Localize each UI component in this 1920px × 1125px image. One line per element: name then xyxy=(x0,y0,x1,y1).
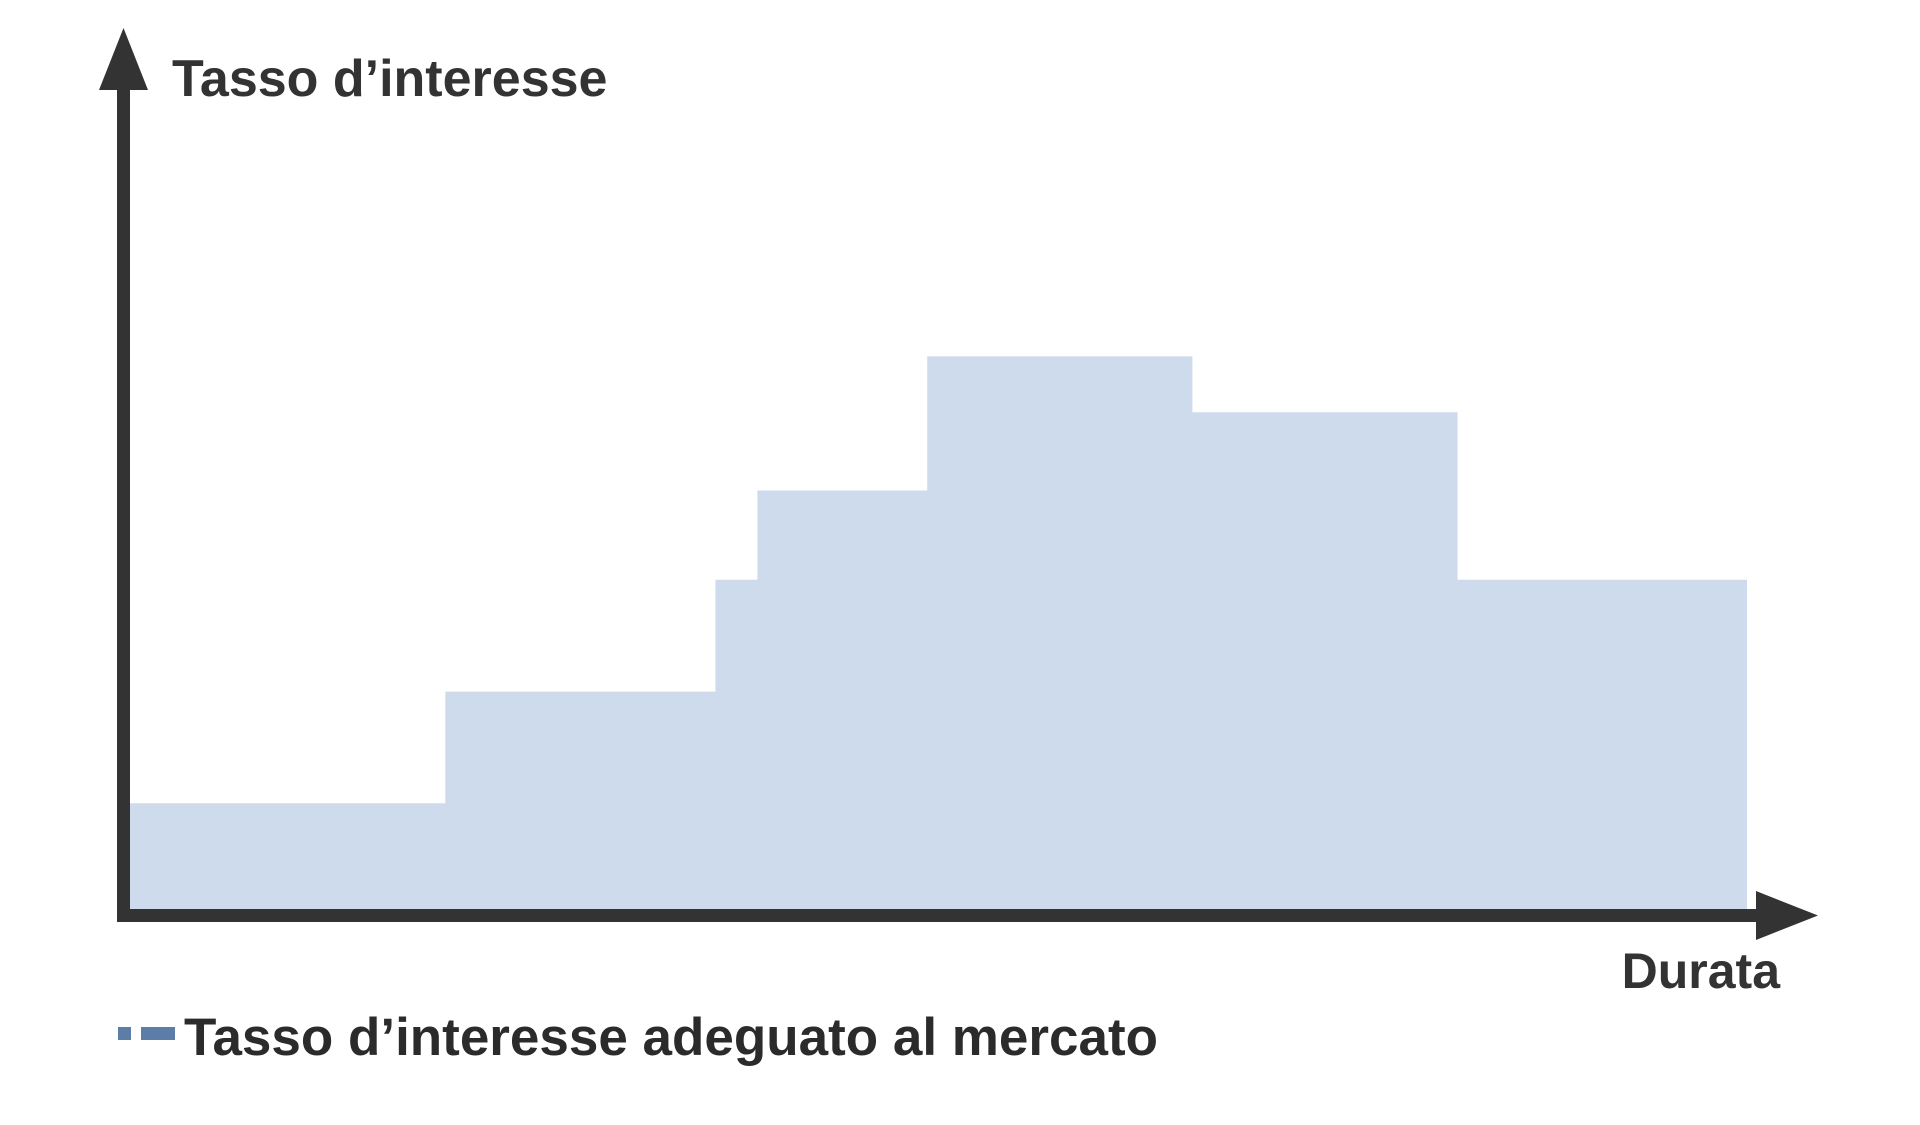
legend-item-label: Tasso d’interesse adeguato al mercato xyxy=(184,1008,1158,1067)
series-area-fill xyxy=(130,356,1747,915)
legend-dashed-line-swatch-icon xyxy=(118,1027,175,1040)
x-axis-title: Durata xyxy=(1622,943,1782,999)
y-axis-title: Tasso d’interesse xyxy=(172,50,607,108)
x-axis xyxy=(117,891,1818,940)
y-axis xyxy=(99,28,148,922)
legend: Tasso d’interesse adeguato al mercato xyxy=(118,1008,1158,1067)
plot-area xyxy=(130,356,1747,915)
legend-item[interactable]: Tasso d’interesse adeguato al mercato xyxy=(118,1008,1158,1067)
